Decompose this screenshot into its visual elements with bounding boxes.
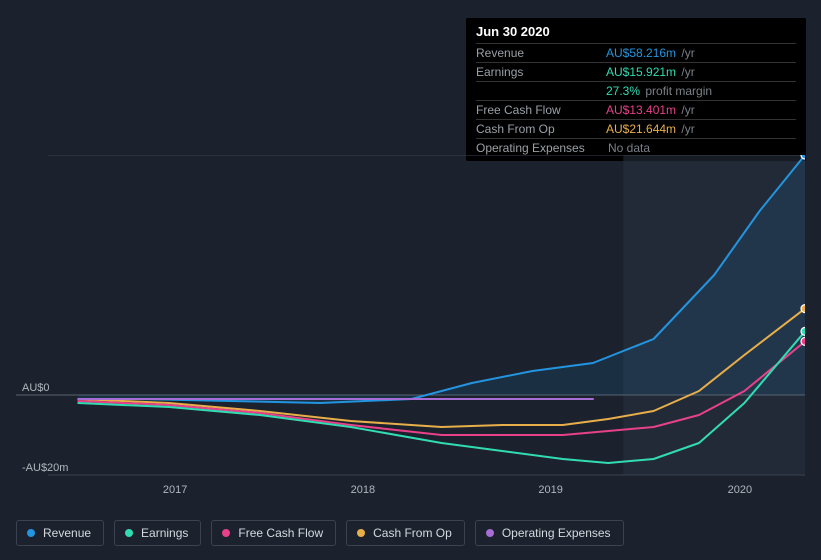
legend-label: Revenue <box>43 526 91 540</box>
tooltip-row-label: Cash From Op <box>476 122 586 136</box>
y-axis-label: AU$0 <box>22 382 50 394</box>
tooltip-row: 27.3% profit margin <box>476 81 796 100</box>
x-axis-label: 2017 <box>163 484 187 496</box>
tooltip-row-value: AU$58.216m /yr <box>606 46 796 60</box>
x-axis-label: 2020 <box>728 484 752 496</box>
legend-dot-icon <box>486 529 494 537</box>
tooltip-row: Free Cash Flow AU$13.401m /yr <box>476 100 796 119</box>
legend-dot-icon <box>357 529 365 537</box>
legend-item-earnings[interactable]: Earnings <box>114 520 201 546</box>
legend-item-revenue[interactable]: Revenue <box>16 520 104 546</box>
y-axis-label: -AU$20m <box>22 462 68 474</box>
legend-dot-icon <box>27 529 35 537</box>
legend-label: Cash From Op <box>373 526 452 540</box>
tooltip-row-value: 27.3% profit margin <box>606 84 796 98</box>
x-axis-label: 2019 <box>538 484 562 496</box>
tooltip-row-value: AU$15.921m /yr <box>606 65 796 79</box>
tooltip-row-label <box>476 84 586 98</box>
chart-legend: Revenue Earnings Free Cash Flow Cash From O… <box>16 520 624 546</box>
legend-item-free_cash_flow[interactable]: Free Cash Flow <box>211 520 336 546</box>
tooltip-row-label: Operating Expenses <box>476 141 586 155</box>
tooltip-row: Earnings AU$15.921m /yr <box>476 62 796 81</box>
x-axis-label: 2018 <box>351 484 375 496</box>
tooltip-row: Revenue AU$58.216m /yr <box>476 43 796 62</box>
legend-item-op_exp[interactable]: Operating Expenses <box>475 520 624 546</box>
legend-item-cash_from_op[interactable]: Cash From Op <box>346 520 465 546</box>
tooltip-row-label: Earnings <box>476 65 586 79</box>
tooltip-row-value: AU$13.401m /yr <box>606 103 796 117</box>
tooltip-row-value: AU$21.644m /yr <box>606 122 796 136</box>
tooltip-row: Cash From Op AU$21.644m /yr <box>476 119 796 138</box>
legend-label: Earnings <box>141 526 188 540</box>
legend-dot-icon <box>125 529 133 537</box>
legend-label: Operating Expenses <box>502 526 611 540</box>
tooltip-title: Jun 30 2020 <box>476 24 796 43</box>
financials-chart[interactable]: AU$60mAU$0-AU$20m2017201820192020 <box>16 155 805 500</box>
tooltip-row-value: No data <box>606 141 796 155</box>
chart-tooltip: Jun 30 2020 Revenue AU$58.216m /yr Earning… <box>466 18 806 161</box>
legend-dot-icon <box>222 529 230 537</box>
tooltip-row-label: Revenue <box>476 46 586 60</box>
tooltip-row-label: Free Cash Flow <box>476 103 586 117</box>
legend-label: Free Cash Flow <box>238 526 323 540</box>
